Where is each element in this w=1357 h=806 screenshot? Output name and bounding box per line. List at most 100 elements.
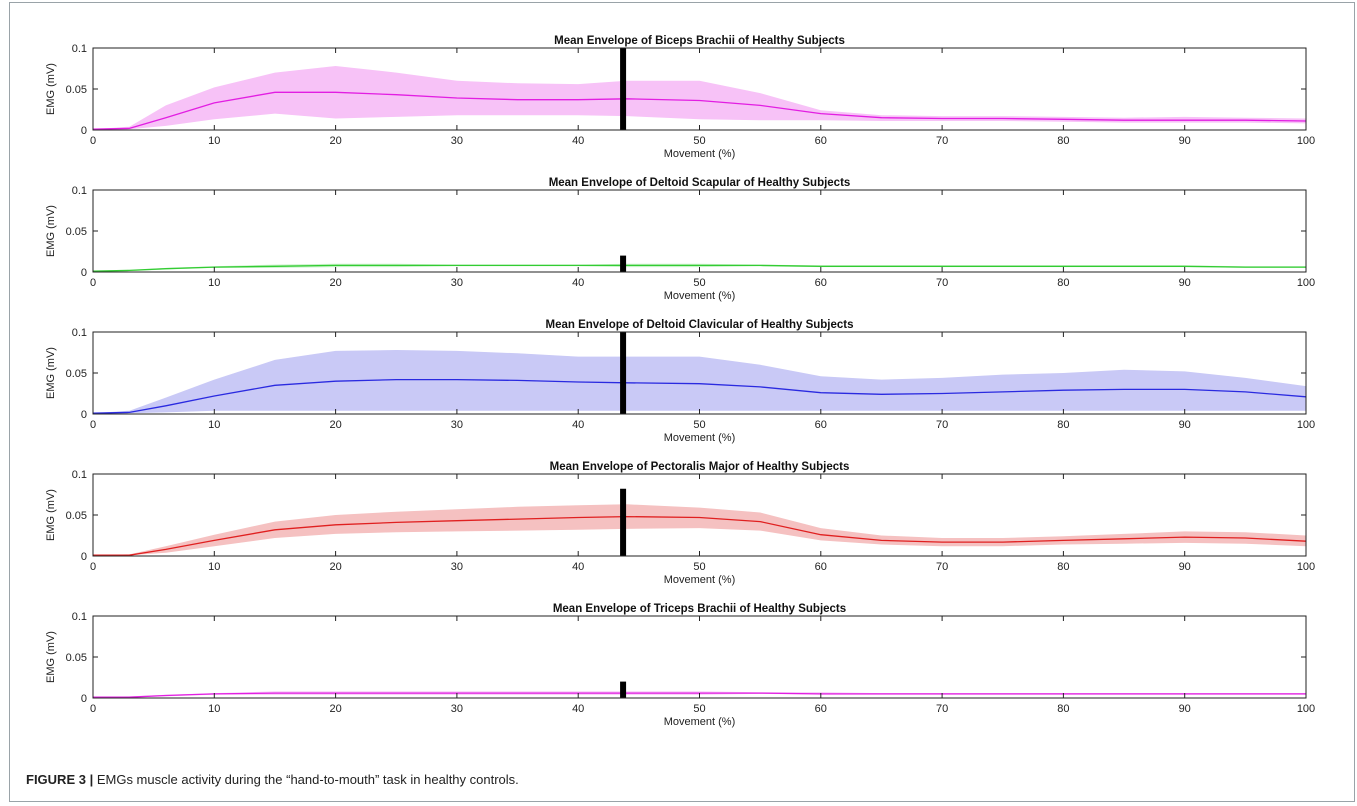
y-tick-label: 0.1 [72, 469, 87, 481]
x-axis-label: Movement (%) [664, 716, 736, 728]
y-tick-label: 0 [81, 693, 87, 705]
x-tick-label: 0 [90, 277, 96, 289]
mean-line [93, 692, 1306, 698]
x-tick-label: 0 [90, 419, 96, 431]
y-axis-label: EMG (mV) [45, 347, 57, 399]
x-tick-label: 90 [1179, 703, 1191, 715]
mean-line [93, 515, 1307, 556]
x-tick-label: 70 [936, 561, 948, 573]
y-tick-label: 0.1 [72, 185, 87, 197]
chart-panel-2: 0 10 20 30 40 50 60 70 80 90 100 0 0.05 0.1 Mean Envel… [45, 177, 1315, 302]
x-tick-label: 20 [329, 561, 341, 573]
x-tick-label: 60 [815, 561, 827, 573]
x-tick-label: 50 [693, 135, 705, 147]
chart-panel-3: 0 10 20 30 40 50 60 70 80 90 100 0 0.05 0.1 Mean Envel… [45, 319, 1315, 444]
x-tick-label: 0 [90, 135, 96, 147]
x-tick-label: 50 [693, 561, 705, 573]
x-tick-label: 0 [90, 703, 96, 715]
axes-box [92, 189, 1307, 273]
x-tick-label: 30 [451, 703, 463, 715]
y-tick-label: 0.1 [72, 611, 87, 623]
chart-title: Mean Envelope of Deltoid Clavicular of H… [545, 319, 853, 331]
std-band [93, 350, 1306, 414]
y-tick-label: 0.1 [72, 43, 87, 55]
x-tick-label: 40 [572, 419, 584, 431]
x-tick-label: 10 [208, 419, 220, 431]
mean-line [92, 378, 1307, 414]
x-tick-label: 40 [572, 277, 584, 289]
x-tick-label: 80 [1057, 561, 1069, 573]
x-tick-label: 10 [208, 277, 220, 289]
x-tick-label: 20 [329, 703, 341, 715]
x-tick-label: 40 [572, 561, 584, 573]
x-axis-label: Movement (%) [664, 432, 736, 444]
x-tick-label: 100 [1297, 703, 1315, 715]
x-tick-label: 100 [1297, 135, 1315, 147]
figure-label: FIGURE 3 | [26, 772, 94, 787]
x-tick-label: 70 [936, 419, 948, 431]
figure-caption: FIGURE 3 | EMGs muscle activity during t… [26, 772, 519, 787]
x-tick-label: 80 [1057, 419, 1069, 431]
x-tick-label: 80 [1057, 135, 1069, 147]
x-tick-label: 30 [451, 561, 463, 573]
x-tick-label: 40 [572, 135, 584, 147]
x-tick-label: 50 [693, 703, 705, 715]
x-tick-label: 70 [936, 135, 948, 147]
y-axis-label: EMG (mV) [45, 631, 57, 683]
x-tick-label: 90 [1179, 419, 1191, 431]
x-axis-label: Movement (%) [664, 290, 736, 302]
x-tick-label: 100 [1297, 277, 1315, 289]
figure-caption-text: EMGs muscle activity during the “hand-to… [96, 772, 519, 787]
y-tick-label: 0 [81, 267, 87, 279]
y-tick-label: 0.05 [66, 226, 87, 238]
x-tick-label: 100 [1297, 419, 1315, 431]
chart-title: Mean Envelope of Triceps Brachii of Heal… [553, 603, 846, 615]
y-tick-label: 0.05 [66, 652, 87, 664]
y-axis-label: EMG (mV) [45, 205, 57, 257]
y-tick-label: 0.1 [72, 327, 87, 339]
chart-title: Mean Envelope of Pectoralis Major of Hea… [550, 461, 850, 473]
y-tick-label: 0 [81, 409, 87, 421]
chart-panel-5: 0 10 20 30 40 50 60 70 80 90 100 0 0.05 0.1 Mean Envel… [45, 603, 1315, 728]
mean-line [92, 91, 1307, 130]
x-tick-label: 80 [1057, 277, 1069, 289]
x-axis-label: Movement (%) [664, 574, 736, 586]
y-axis-label: EMG (mV) [45, 63, 57, 115]
x-tick-label: 20 [329, 277, 341, 289]
x-tick-label: 80 [1057, 703, 1069, 715]
x-tick-label: 50 [693, 419, 705, 431]
x-tick-label: 30 [451, 277, 463, 289]
x-tick-label: 90 [1179, 561, 1191, 573]
x-tick-label: 90 [1179, 135, 1191, 147]
x-tick-label: 70 [936, 703, 948, 715]
x-tick-label: 50 [693, 277, 705, 289]
x-tick-label: 90 [1179, 277, 1191, 289]
x-tick-label: 30 [451, 135, 463, 147]
x-tick-label: 20 [329, 419, 341, 431]
chart-title: Mean Envelope of Deltoid Scapular of Hea… [549, 177, 851, 189]
axes-box [92, 615, 1307, 699]
y-tick-label: 0 [81, 125, 87, 137]
y-tick-label: 0.05 [66, 368, 87, 380]
chart-panel-4: 0 10 20 30 40 50 60 70 80 90 100 0 0.05 0.1 Mean Envel… [45, 461, 1315, 586]
x-tick-label: 60 [815, 135, 827, 147]
x-tick-label: 60 [815, 419, 827, 431]
mean-line [92, 264, 1306, 272]
x-tick-label: 60 [815, 703, 827, 715]
x-tick-label: 100 [1297, 561, 1315, 573]
x-axis-label: Movement (%) [664, 148, 736, 160]
x-tick-label: 20 [329, 135, 341, 147]
y-axis-label: EMG (mV) [45, 489, 57, 541]
x-tick-label: 10 [208, 561, 220, 573]
std-band [93, 66, 1306, 130]
x-tick-label: 0 [90, 561, 96, 573]
x-tick-label: 30 [451, 419, 463, 431]
y-tick-label: 0.05 [66, 84, 87, 96]
y-tick-label: 0 [81, 551, 87, 563]
x-tick-label: 10 [208, 135, 220, 147]
x-tick-label: 40 [572, 703, 584, 715]
chart-panel-1: 0 10 20 30 40 50 60 70 80 90 100 0 0.05 0.1 Mean Envel… [45, 35, 1315, 160]
y-tick-label: 0.05 [66, 510, 87, 522]
chart-title: Mean Envelope of Biceps Brachii of Healt… [554, 35, 845, 47]
